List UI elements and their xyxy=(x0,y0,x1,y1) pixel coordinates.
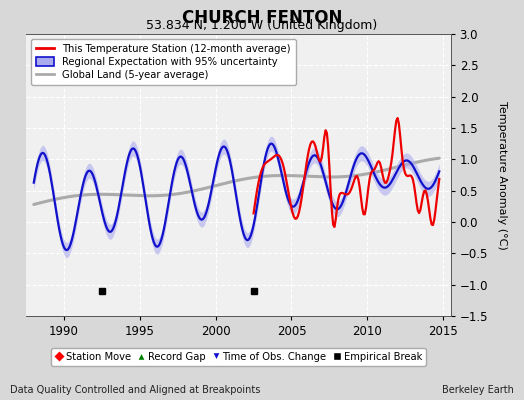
Text: Data Quality Controlled and Aligned at Breakpoints: Data Quality Controlled and Aligned at B… xyxy=(10,385,261,395)
Text: CHURCH FENTON: CHURCH FENTON xyxy=(182,9,342,27)
Legend: Station Move, Record Gap, Time of Obs. Change, Empirical Break: Station Move, Record Gap, Time of Obs. C… xyxy=(51,348,426,366)
Y-axis label: Temperature Anomaly (°C): Temperature Anomaly (°C) xyxy=(497,101,507,249)
Text: Berkeley Earth: Berkeley Earth xyxy=(442,385,514,395)
Text: 53.834 N, 1.200 W (United Kingdom): 53.834 N, 1.200 W (United Kingdom) xyxy=(146,19,378,32)
